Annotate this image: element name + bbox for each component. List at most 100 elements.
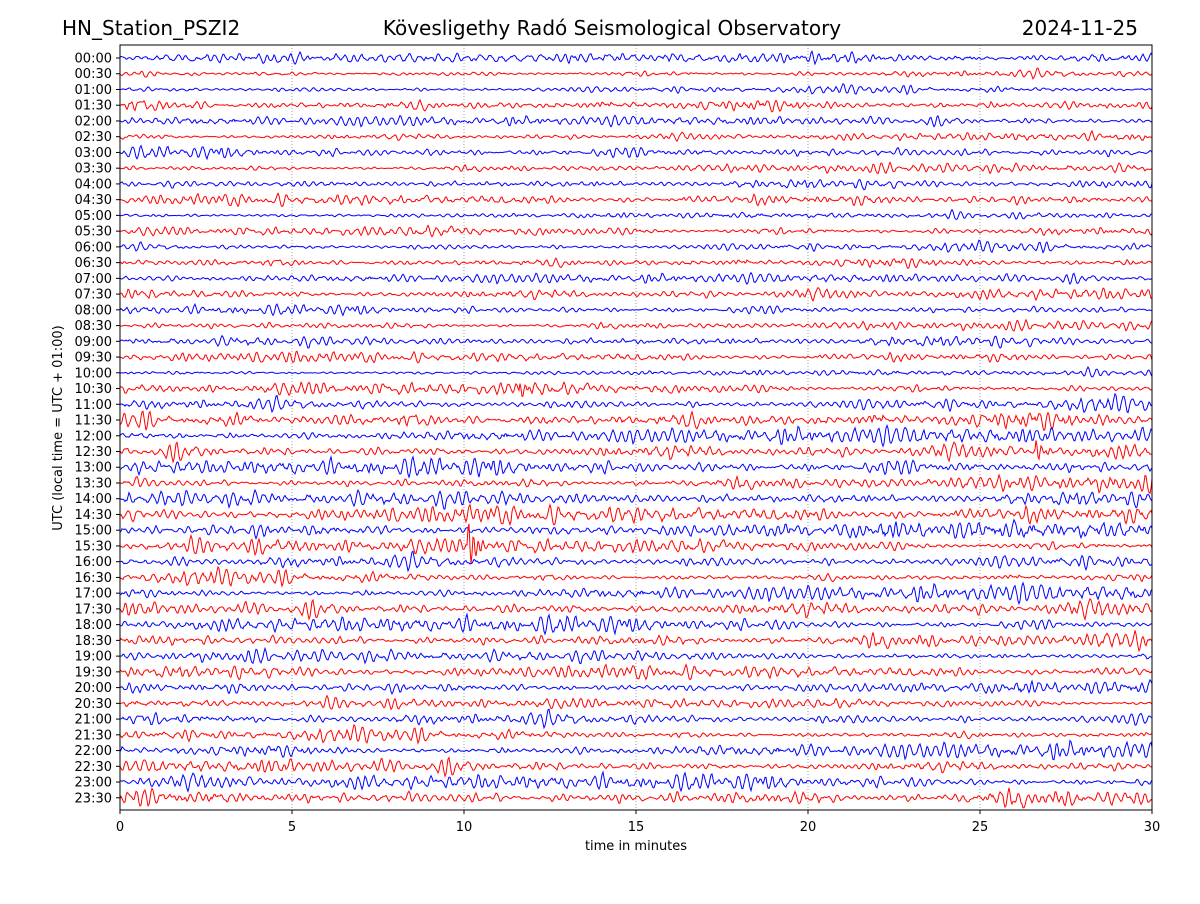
- y-tick-label: 05:30: [75, 225, 112, 240]
- trace-03:00: [119, 144, 1153, 161]
- trace-22:30: [119, 756, 1153, 778]
- y-tick-label: 00:00: [75, 52, 112, 67]
- y-tick-label: 22:30: [75, 760, 112, 775]
- x-tick-label: 25: [972, 820, 989, 835]
- x-tick-label: 5: [288, 820, 296, 835]
- trace-05:30: [119, 224, 1153, 238]
- trace-16:30: [119, 565, 1153, 588]
- x-tick-label: 15: [628, 820, 645, 835]
- trace-07:00: [119, 271, 1153, 286]
- trace-17:30: [119, 597, 1153, 622]
- y-tick-label: 20:30: [75, 697, 112, 712]
- trace-21:30: [119, 723, 1152, 745]
- y-tick-label: 07:30: [75, 288, 112, 303]
- x-tick-label: 20: [800, 820, 817, 835]
- x-tick-label: 30: [1144, 820, 1161, 835]
- trace-08:30: [120, 318, 1153, 332]
- traces: [119, 50, 1153, 809]
- y-tick-label: 06:00: [75, 240, 112, 255]
- y-axis-label: UTC (local time = UTC + 01:00): [51, 325, 66, 530]
- trace-00:30: [119, 67, 1153, 80]
- trace-19:00: [119, 646, 1152, 665]
- y-tick-label: 08:00: [75, 303, 112, 318]
- y-tick-label: 23:30: [75, 791, 112, 806]
- y-tick-label: 09:30: [75, 351, 112, 366]
- y-tick-label: 04:30: [75, 193, 112, 208]
- y-tick-label: 19:30: [75, 665, 112, 680]
- trace-06:30: [119, 257, 1152, 270]
- trace-23:00: [119, 770, 1153, 793]
- y-tick-label: 17:30: [75, 602, 112, 617]
- y-tick-label: 02:30: [75, 130, 112, 145]
- y-axis: 00:0000:3001:0001:3002:0002:3003:0003:30…: [75, 52, 120, 806]
- trace-18:00: [119, 612, 1153, 636]
- y-tick-label: 15:30: [75, 539, 112, 554]
- y-tick-label: 20:00: [75, 681, 112, 696]
- y-tick-label: 09:00: [75, 335, 112, 350]
- y-tick-label: 17:00: [75, 587, 112, 602]
- y-tick-label: 18:30: [75, 634, 112, 649]
- trace-14:00: [119, 488, 1153, 510]
- trace-21:00: [119, 708, 1153, 730]
- trace-00:00: [119, 50, 1153, 66]
- y-tick-label: 16:00: [75, 555, 112, 570]
- trace-01:30: [119, 98, 1153, 113]
- trace-12:30: [119, 440, 1152, 464]
- y-tick-label: 23:00: [75, 776, 112, 791]
- y-tick-label: 08:30: [75, 319, 112, 334]
- y-tick-label: 14:30: [75, 508, 112, 523]
- y-tick-label: 21:00: [75, 713, 112, 728]
- trace-11:30: [119, 410, 1153, 432]
- y-tick-label: 04:00: [75, 177, 112, 192]
- y-tick-label: 12:30: [75, 445, 112, 460]
- trace-14:30: [119, 502, 1153, 527]
- y-tick-label: 01:30: [75, 99, 112, 114]
- trace-18:30: [119, 630, 1153, 653]
- trace-04:00: [119, 179, 1153, 191]
- trace-22:00: [119, 739, 1153, 761]
- trace-15:00: [119, 518, 1153, 540]
- trace-07:30: [119, 286, 1153, 302]
- y-tick-label: 00:30: [75, 67, 112, 82]
- y-tick-label: 05:00: [75, 209, 112, 224]
- y-tick-label: 22:00: [75, 744, 112, 759]
- trace-04:30: [120, 192, 1153, 208]
- trace-06:00: [119, 239, 1153, 254]
- y-tick-label: 21:30: [75, 728, 112, 743]
- trace-20:00: [119, 678, 1153, 695]
- trace-01:00: [120, 82, 1153, 96]
- y-tick-label: 14:00: [75, 492, 112, 507]
- trace-02:30: [119, 129, 1153, 143]
- trace-13:30: [119, 473, 1153, 495]
- y-tick-label: 11:00: [75, 398, 112, 413]
- trace-20:30: [120, 694, 1153, 711]
- trace-19:30: [119, 663, 1153, 681]
- trace-13:00: [119, 455, 1153, 479]
- grid: [291, 45, 981, 810]
- trace-17:00: [119, 581, 1153, 606]
- trace-10:00: [119, 365, 1153, 378]
- x-axis-label: time in minutes: [585, 839, 687, 854]
- x-tick-label: 0: [116, 820, 124, 835]
- chart-title: Kövesligethy Radó Seismological Observat…: [383, 16, 841, 40]
- trace-02:00: [119, 114, 1153, 128]
- y-tick-label: 02:00: [75, 114, 112, 129]
- trace-11:00: [119, 392, 1153, 414]
- trace-09:00: [119, 334, 1153, 349]
- y-tick-label: 06:30: [75, 256, 112, 271]
- y-tick-label: 13:00: [75, 461, 112, 476]
- x-tick-label: 10: [456, 820, 473, 835]
- trace-23:30: [119, 787, 1153, 809]
- x-axis: 0 5 10 15 20 25 30: [116, 810, 1160, 835]
- y-tick-label: 07:00: [75, 272, 112, 287]
- station-label: HN_Station_PSZI2: [62, 16, 240, 40]
- trace-09:30: [119, 350, 1153, 364]
- trace-10:30: [119, 380, 1153, 397]
- y-tick-label: 18:00: [75, 618, 112, 633]
- y-tick-label: 16:30: [75, 571, 112, 586]
- y-tick-label: 11:30: [75, 414, 112, 429]
- y-tick-label: 12:00: [75, 429, 112, 444]
- y-tick-label: 03:30: [75, 162, 112, 177]
- trace-03:30: [119, 161, 1153, 175]
